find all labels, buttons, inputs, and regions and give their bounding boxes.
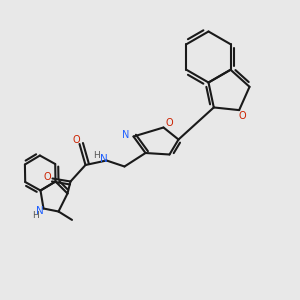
Text: O: O xyxy=(165,118,173,128)
Text: H: H xyxy=(32,211,38,220)
Text: O: O xyxy=(43,172,51,182)
Text: O: O xyxy=(238,111,246,121)
Text: H: H xyxy=(94,151,100,160)
Text: N: N xyxy=(36,206,44,216)
Text: N: N xyxy=(100,154,107,164)
Text: O: O xyxy=(73,135,80,146)
Text: N: N xyxy=(122,130,130,140)
